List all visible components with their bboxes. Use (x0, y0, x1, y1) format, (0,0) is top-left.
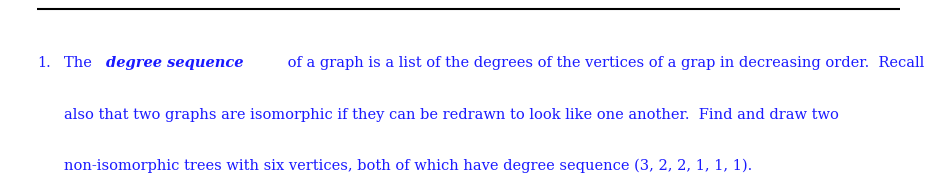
Text: also that two graphs are isomorphic if they can be redrawn to look like one anot: also that two graphs are isomorphic if t… (64, 108, 838, 122)
Text: The: The (64, 56, 96, 70)
Text: degree sequence: degree sequence (106, 56, 242, 70)
Text: non-isomorphic trees with six vertices, both of which have degree sequence (3, 2: non-isomorphic trees with six vertices, … (64, 159, 752, 173)
Text: of a graph is a list of the degrees of the vertices of a grap in decreasing orde: of a graph is a list of the degrees of t… (283, 56, 923, 70)
Text: 1.: 1. (37, 56, 51, 70)
